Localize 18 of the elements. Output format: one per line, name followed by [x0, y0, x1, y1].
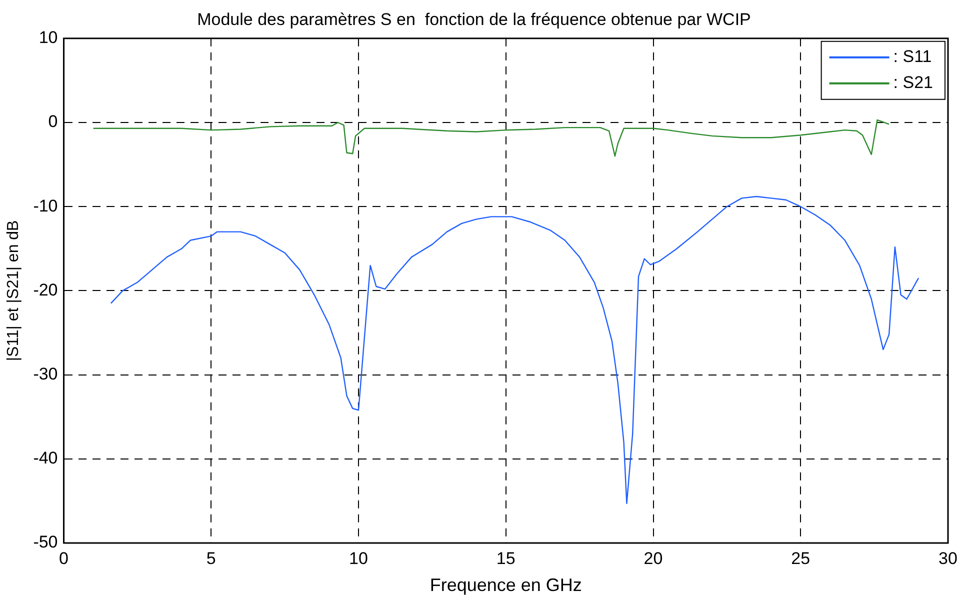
y-tick-label: 10: [38, 28, 58, 48]
y-tick-label: -30: [33, 364, 58, 384]
y-tick-label: -50: [33, 532, 58, 552]
y-tick-label: 0: [48, 112, 58, 132]
legend-label: : S21: [893, 73, 934, 92]
chart-title: Module des paramètres S en fonction de la fréquence obtenue par WCIP: [197, 10, 751, 29]
x-tick-label: 15: [496, 548, 516, 568]
x-tick-label: 30: [938, 548, 958, 568]
y-tick-label: -10: [33, 196, 58, 216]
y-axis-title: |S11| et |S21| en dB: [5, 220, 22, 362]
x-tick-label: 20: [644, 548, 663, 568]
legend-label: : S11: [893, 47, 932, 66]
y-tick-label: -40: [33, 448, 58, 468]
x-axis-title: Frequence en GHz: [430, 575, 582, 596]
y-tick-label: -20: [33, 280, 58, 300]
x-tick-label: 25: [791, 548, 810, 568]
x-tick-label: 5: [206, 548, 216, 568]
x-tick-label: 10: [349, 548, 368, 568]
